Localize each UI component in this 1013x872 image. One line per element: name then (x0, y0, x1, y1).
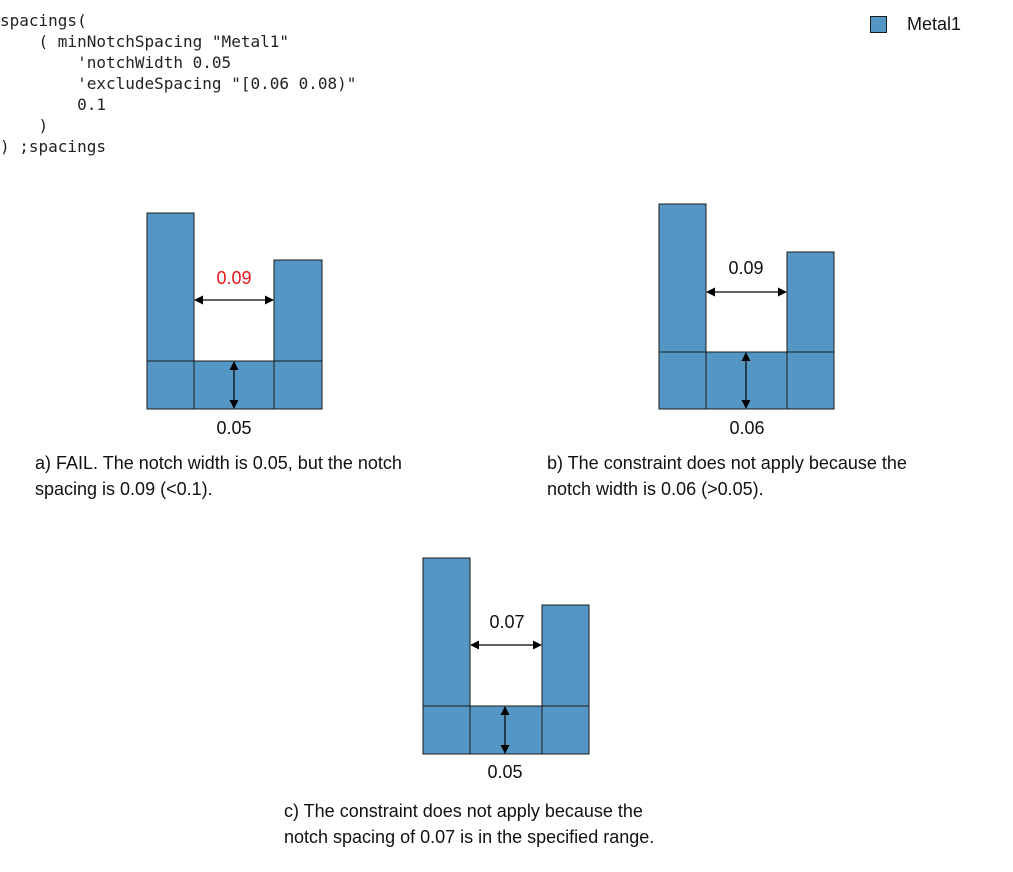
legend-swatch (870, 16, 887, 33)
code-block: spacings( ( minNotchSpacing "Metal1" 'no… (0, 10, 356, 157)
caption-b: b) The constraint does not apply because… (547, 450, 907, 502)
spacing-label: 0.09 (216, 268, 251, 288)
caption-line: b) The constraint does not apply because… (547, 453, 907, 473)
caption-c: c) The constraint does not apply because… (284, 798, 654, 850)
caption-line: spacing is 0.09 (<0.1). (35, 479, 213, 499)
diagram-c: 0.07 0.05 (422, 557, 590, 782)
caption-a: a) FAIL. The notch width is 0.05, but th… (35, 450, 402, 502)
caption-line: notch spacing of 0.07 is in the specifie… (284, 827, 655, 847)
diagram-a: 0.09 0.05 (146, 212, 323, 438)
code-line: 0.1 (0, 95, 106, 114)
code-line: 'excludeSpacing "[0.06 0.08)" (0, 74, 357, 93)
code-line: ) (0, 116, 49, 135)
caption-line: c) The constraint does not apply because… (284, 801, 643, 821)
legend: Metal1 (870, 14, 961, 35)
width-label: 0.05 (487, 762, 522, 782)
metal-shape (422, 705, 590, 755)
spacing-label: 0.07 (489, 612, 524, 632)
code-line: 'notchWidth 0.05 (0, 53, 232, 72)
code-line: ) ;spacings (0, 137, 106, 156)
code-line: spacings( (0, 11, 87, 30)
width-label: 0.06 (729, 418, 764, 438)
legend-label: Metal1 (907, 14, 962, 34)
diagram-b: 0.09 0.06 (658, 203, 835, 438)
caption-line: a) FAIL. The notch width is 0.05, but th… (35, 453, 402, 473)
spacing-label: 0.09 (728, 258, 763, 278)
code-line: ( minNotchSpacing "Metal1" (0, 32, 289, 51)
width-label: 0.05 (216, 418, 251, 438)
caption-line: notch width is 0.06 (>0.05). (547, 479, 764, 499)
